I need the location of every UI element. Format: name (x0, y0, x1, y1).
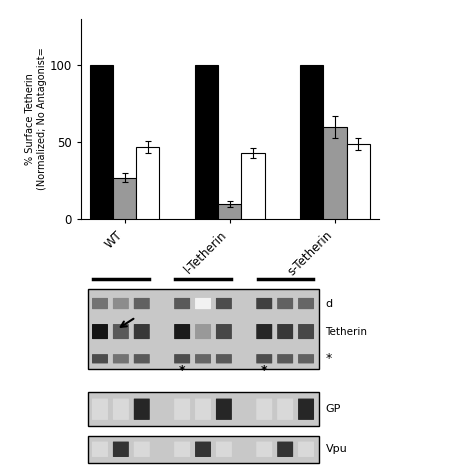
FancyBboxPatch shape (256, 354, 272, 364)
FancyBboxPatch shape (298, 399, 314, 420)
Text: *: * (261, 364, 267, 376)
FancyBboxPatch shape (174, 354, 190, 364)
Text: Tetherin: Tetherin (326, 327, 367, 337)
FancyBboxPatch shape (113, 399, 129, 420)
FancyBboxPatch shape (277, 298, 293, 309)
FancyBboxPatch shape (174, 324, 190, 339)
FancyBboxPatch shape (92, 442, 108, 457)
FancyBboxPatch shape (277, 442, 293, 457)
Bar (113, 178, 137, 219)
FancyBboxPatch shape (298, 354, 314, 364)
FancyBboxPatch shape (256, 399, 272, 420)
Text: *: * (179, 364, 185, 376)
FancyBboxPatch shape (195, 354, 211, 364)
FancyBboxPatch shape (174, 442, 190, 457)
FancyBboxPatch shape (256, 298, 272, 309)
FancyBboxPatch shape (134, 399, 150, 420)
FancyBboxPatch shape (216, 298, 232, 309)
Text: d: d (326, 299, 333, 309)
Bar (241, 153, 264, 219)
FancyBboxPatch shape (92, 324, 108, 339)
Text: *: * (326, 352, 332, 365)
FancyBboxPatch shape (298, 324, 314, 339)
FancyBboxPatch shape (277, 354, 293, 364)
FancyBboxPatch shape (92, 354, 108, 364)
FancyBboxPatch shape (298, 298, 314, 309)
FancyBboxPatch shape (195, 298, 211, 309)
Bar (323, 127, 346, 219)
Bar (346, 144, 370, 219)
Bar (195, 65, 219, 219)
FancyBboxPatch shape (195, 399, 211, 420)
FancyBboxPatch shape (92, 298, 108, 309)
Text: GP: GP (326, 404, 341, 414)
FancyBboxPatch shape (256, 442, 272, 457)
FancyBboxPatch shape (174, 298, 190, 309)
Bar (88, 392, 319, 427)
FancyBboxPatch shape (277, 399, 293, 420)
FancyBboxPatch shape (134, 354, 150, 364)
Bar (137, 147, 159, 219)
Text: Vpu: Vpu (326, 444, 347, 454)
FancyBboxPatch shape (195, 442, 211, 457)
FancyBboxPatch shape (216, 324, 232, 339)
FancyBboxPatch shape (256, 324, 272, 339)
FancyBboxPatch shape (113, 324, 129, 339)
Bar (301, 65, 323, 219)
Y-axis label: % Surface Tetherin
(Normalized; No Antagonist=: % Surface Tetherin (Normalized; No Antag… (25, 48, 46, 191)
FancyBboxPatch shape (113, 442, 129, 457)
Bar (219, 204, 241, 219)
Bar (90, 65, 113, 219)
Bar (88, 289, 319, 369)
FancyBboxPatch shape (134, 442, 150, 457)
FancyBboxPatch shape (92, 399, 108, 420)
FancyBboxPatch shape (134, 298, 150, 309)
FancyBboxPatch shape (113, 354, 129, 364)
FancyBboxPatch shape (134, 324, 150, 339)
FancyBboxPatch shape (216, 354, 232, 364)
FancyBboxPatch shape (216, 399, 232, 420)
FancyBboxPatch shape (174, 399, 190, 420)
FancyBboxPatch shape (113, 298, 129, 309)
FancyBboxPatch shape (195, 324, 211, 339)
Bar (88, 436, 319, 463)
FancyBboxPatch shape (216, 442, 232, 457)
FancyBboxPatch shape (277, 324, 293, 339)
FancyBboxPatch shape (298, 442, 314, 457)
